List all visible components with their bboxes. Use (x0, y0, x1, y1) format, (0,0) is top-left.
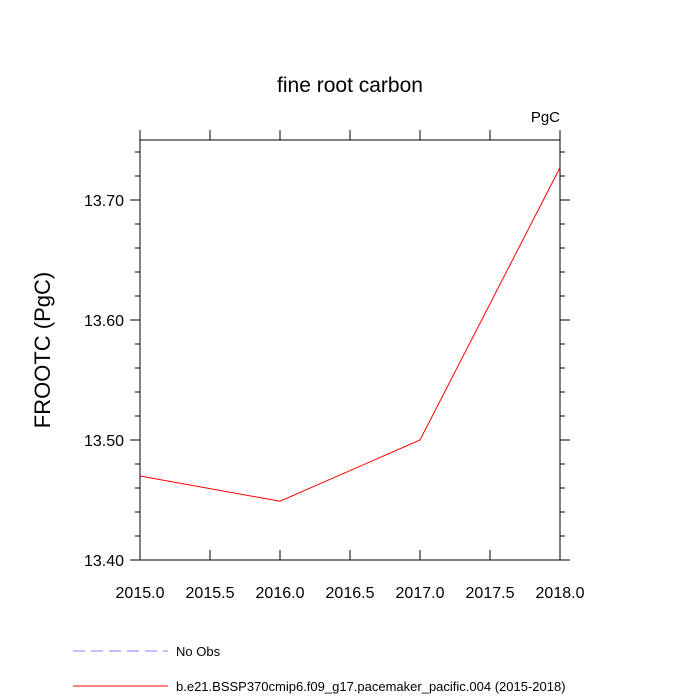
x-tick-label: 2015.5 (186, 585, 235, 602)
legend-label-1: b.e21.BSSP370cmip6.f09_g17.pacemaker_pac… (176, 679, 566, 694)
x-tick-label: 2016.0 (256, 585, 305, 602)
y-tick-label: 13.40 (84, 553, 124, 570)
legend: No Obs b.e21.BSSP370cmip6.f09_g17.pacemak… (73, 644, 566, 694)
y-tick-label: 13.50 (84, 433, 124, 450)
axis-ticks (130, 130, 570, 561)
y-tick-label: 13.60 (84, 313, 124, 330)
x-tick-label: 2015.0 (116, 585, 165, 602)
x-tick-label: 2016.5 (326, 585, 375, 602)
y-axis-label: FROOTC (PgC) (30, 272, 55, 428)
series-line-1 (139, 167, 561, 502)
series-layer (139, 167, 561, 502)
x-tick-label: 2018.0 (536, 585, 585, 602)
axis-tick-labels: 2015.0 2015.5 2016.0 2016.5 2017.0 2017.5 2018… (84, 193, 585, 602)
y-tick-label: 13.70 (84, 193, 124, 210)
x-tick-label: 2017.0 (396, 585, 445, 602)
legend-label-0: No Obs (176, 644, 221, 659)
chart-title: fine root carbon (277, 74, 423, 97)
plot-frame (139, 139, 561, 561)
units-label: PgC (531, 109, 560, 126)
x-tick-label: 2017.5 (466, 585, 515, 602)
